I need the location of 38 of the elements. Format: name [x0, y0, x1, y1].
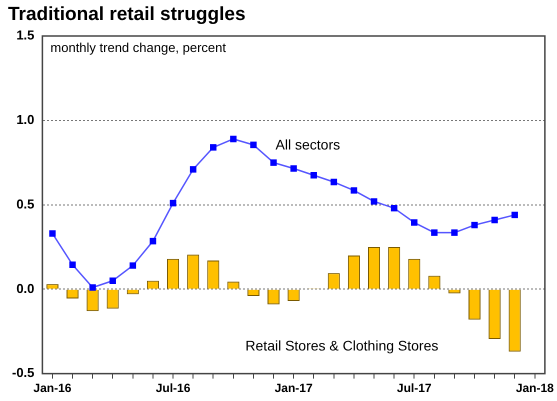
point	[431, 229, 438, 236]
point	[310, 172, 317, 178]
x-tick-label: Jan-16	[33, 381, 72, 396]
point	[451, 229, 458, 236]
point	[130, 262, 136, 269]
point	[170, 200, 176, 206]
point	[512, 212, 518, 218]
point	[330, 178, 338, 186]
point	[190, 166, 196, 173]
y-tick-label: -0.5	[12, 365, 34, 380]
point	[49, 230, 56, 237]
y-tick-label: 0.0	[16, 280, 34, 296]
point	[370, 198, 378, 205]
point	[270, 159, 277, 166]
y-tick-label: 1.0	[16, 112, 34, 127]
point	[250, 142, 257, 148]
x-tick-label: Jul-16	[156, 381, 191, 396]
point	[210, 144, 216, 151]
point	[411, 219, 418, 226]
point	[89, 284, 96, 291]
x-tick-label: Jan-17	[274, 381, 313, 396]
point	[230, 136, 237, 142]
series-label: All sectors	[276, 136, 340, 153]
x-tick-label: Jul-17	[396, 381, 432, 396]
point	[69, 262, 76, 268]
point	[150, 238, 156, 244]
point	[350, 187, 358, 194]
point	[471, 222, 478, 228]
chart-title: Traditional retail struggles	[8, 4, 246, 26]
point	[390, 204, 398, 212]
y-tick-label: 1.5	[16, 28, 34, 43]
chart-subtitle: monthly trend change, percent	[50, 40, 226, 56]
y-tick-label: 0.5	[16, 196, 34, 212]
point	[290, 165, 297, 172]
x-tick-label: Jan-18	[516, 381, 554, 396]
text: Retail Stores & Clothing Stores	[245, 337, 438, 354]
point	[491, 216, 498, 224]
point	[110, 278, 116, 284]
